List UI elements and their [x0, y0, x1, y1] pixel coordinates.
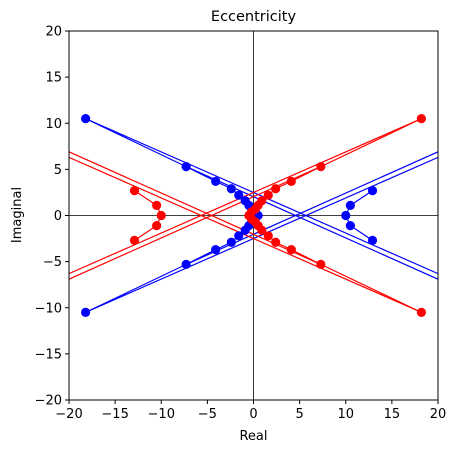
series-0-point-14 — [234, 231, 244, 241]
y-tick-label: 15 — [45, 71, 62, 86]
series-0-point-17 — [181, 259, 191, 269]
x-axis-label: Real — [239, 429, 267, 444]
x-tick-label: 5 — [295, 407, 303, 422]
series-1-point-3 — [271, 184, 281, 194]
y-tick-label: 5 — [54, 163, 62, 178]
series-1-point-23 — [129, 235, 140, 246]
series-1-point-18 — [416, 307, 426, 317]
y-axis-label: Imaginal — [10, 187, 25, 243]
series-0-line-1 — [185, 166, 438, 280]
chart-title: Eccentricity — [211, 9, 297, 25]
y-tick-label: −20 — [35, 394, 62, 409]
series-0-point-1 — [181, 162, 191, 172]
x-tick-label: 20 — [430, 407, 447, 422]
x-tick-label: −10 — [148, 407, 175, 422]
series-0-point-13 — [240, 225, 250, 235]
series-0-point-16 — [211, 245, 221, 255]
series-1-point-22 — [152, 221, 162, 231]
y-tick-label: 0 — [54, 209, 62, 224]
series-0-point-23 — [367, 235, 378, 246]
y-tick-label: 10 — [45, 117, 62, 132]
series-1-point-14 — [263, 231, 273, 241]
x-tick-label: −5 — [198, 407, 217, 422]
series-1-point-20 — [152, 200, 162, 210]
x-tick-label: −20 — [55, 407, 82, 422]
series-1-point-16 — [286, 245, 296, 255]
series-1-line-0 — [69, 118, 422, 275]
series-1-point-13 — [257, 225, 267, 235]
series-0-point-20 — [345, 200, 355, 210]
series-1-point-4 — [263, 190, 273, 200]
series-1-point-1 — [316, 162, 326, 172]
series-1-point-15 — [271, 237, 281, 247]
y-tick-label: −15 — [35, 347, 62, 362]
y-tick-label: −5 — [43, 255, 62, 270]
series-0-point-4 — [234, 190, 244, 200]
y-tick-label: 20 — [45, 25, 62, 40]
series-0-point-22 — [345, 221, 355, 231]
series-0-point-21 — [341, 210, 351, 221]
x-tick-label: 10 — [337, 407, 354, 422]
series-0-point-0 — [81, 114, 91, 124]
axes: −20 −15 −10 −5 0 5 10 15 20 20 15 10 5 0 −5 −10 −15 −20 — [35, 25, 447, 423]
series-0-point-3 — [226, 184, 236, 194]
series-1-point-17 — [316, 259, 326, 269]
x-tick-label: 0 — [249, 407, 257, 422]
series-1-point-19 — [129, 185, 140, 196]
series-0-point-2 — [211, 176, 221, 186]
series-1-point-2 — [286, 176, 296, 186]
series-0-line-2 — [85, 156, 438, 313]
series-points — [81, 114, 426, 317]
series-1-point-21 — [156, 210, 166, 221]
x-tick-label: −15 — [101, 407, 128, 422]
series-0-point-19 — [367, 185, 378, 196]
y-tick-label: −10 — [35, 301, 62, 316]
series-0-line-0 — [85, 118, 438, 275]
series-0-line-3 — [185, 151, 438, 265]
series-1-line-2 — [69, 156, 422, 313]
x-tick-label: 15 — [384, 407, 401, 422]
series-0-point-18 — [81, 307, 91, 317]
series-1-line-3 — [69, 151, 322, 265]
series-1-point-0 — [416, 114, 426, 124]
series-0-point-15 — [226, 237, 236, 247]
series-1-line-1 — [69, 166, 322, 280]
